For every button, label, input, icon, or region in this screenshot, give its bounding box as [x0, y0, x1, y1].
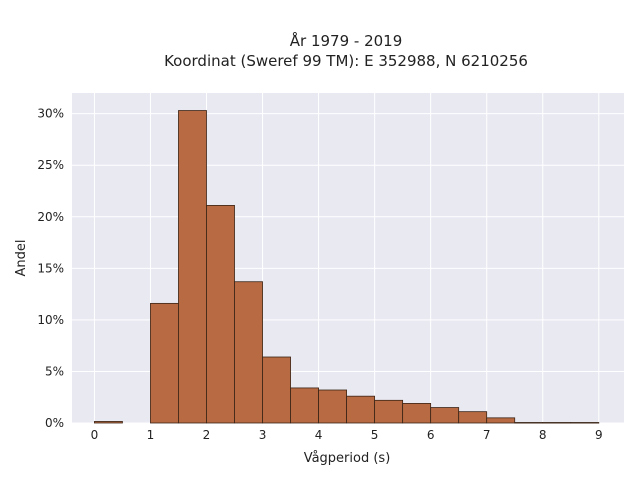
chart-title-line1: År 1979 - 2019 — [290, 31, 403, 50]
histogram-bar — [374, 399, 404, 424]
histogram-bar — [514, 422, 544, 424]
histogram-bar — [206, 205, 235, 424]
x-tick-label: 8 — [539, 428, 547, 442]
y-tick-label: 25% — [37, 158, 64, 172]
histogram-bar — [150, 302, 179, 424]
x-tick-label: 0 — [91, 428, 99, 442]
y-axis-label: Andel — [14, 240, 29, 277]
histogram-bar — [486, 417, 516, 424]
x-axis-ticks: 0 1 2 3 4 5 6 7 8 9 — [91, 428, 603, 442]
x-tick-label: 3 — [259, 428, 267, 442]
histogram-bar — [234, 281, 263, 424]
x-axis-label: Vågperiod (s) — [304, 451, 391, 466]
histogram-bars — [94, 110, 600, 424]
histogram-bar — [262, 356, 291, 424]
y-tick-label: 30% — [37, 107, 64, 121]
histogram-bar — [318, 389, 347, 424]
histogram-bar — [570, 422, 600, 424]
histogram-bar — [290, 387, 319, 424]
x-tick-label: 6 — [427, 428, 435, 442]
y-tick-label: 10% — [37, 313, 64, 327]
histogram-bar — [402, 403, 432, 424]
y-axis-ticks: 0% 5% 10% 15% 20% 25% 30% — [37, 107, 64, 430]
y-tick-label: 20% — [37, 210, 64, 224]
x-tick-label: 9 — [595, 428, 603, 442]
chart-title-line2: Koordinat (Sweref 99 TM): E 352988, N 62… — [164, 52, 528, 70]
y-tick-label: 15% — [37, 261, 64, 275]
histogram-bar — [346, 395, 376, 424]
histogram-bar — [430, 407, 460, 424]
histogram-bar — [178, 110, 207, 424]
x-tick-label: 5 — [371, 428, 379, 442]
histogram-bar — [542, 422, 572, 424]
y-tick-label: 0% — [45, 416, 64, 430]
x-tick-label: 1 — [147, 428, 155, 442]
x-tick-label: 2 — [203, 428, 211, 442]
y-tick-label: 5% — [45, 364, 64, 378]
histogram-bar — [94, 421, 123, 424]
x-tick-label: 7 — [483, 428, 491, 442]
histogram-bar — [458, 411, 488, 424]
x-tick-label: 4 — [315, 428, 323, 442]
